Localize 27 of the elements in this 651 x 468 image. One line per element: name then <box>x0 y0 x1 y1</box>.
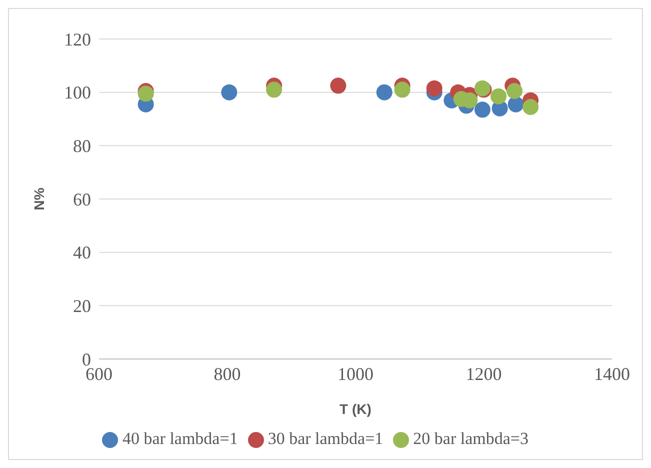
point <box>474 102 490 118</box>
point <box>426 80 442 96</box>
x-tick-label: 1200 <box>466 364 502 384</box>
point <box>490 88 506 104</box>
point <box>330 78 346 94</box>
y-tick-label: 100 <box>64 82 91 103</box>
y-tick-label: 40 <box>73 242 91 263</box>
y-tick-label: 60 <box>73 189 91 210</box>
y-tick-label: 80 <box>73 136 91 156</box>
legend-label: 20 bar lambda=3 <box>413 429 529 448</box>
point <box>138 86 154 102</box>
point <box>522 99 539 115</box>
y-tick-label: 120 <box>64 29 91 50</box>
y-tick-label: 20 <box>73 296 91 316</box>
x-tick-label: 1400 <box>594 364 630 384</box>
y-tick-label: 0 <box>82 349 91 370</box>
x-axis-title: T (K) <box>340 401 372 417</box>
y-axis-title: N% <box>30 187 47 210</box>
x-tick-label: 800 <box>214 364 241 384</box>
point <box>221 84 238 100</box>
point <box>394 82 410 98</box>
legend-label: 30 bar lambda=1 <box>268 429 384 448</box>
point <box>506 83 523 99</box>
point <box>266 82 282 98</box>
legend-label: 40 bar lambda=1 <box>122 429 238 448</box>
x-tick-label: 1000 <box>338 364 374 384</box>
point <box>376 84 392 100</box>
